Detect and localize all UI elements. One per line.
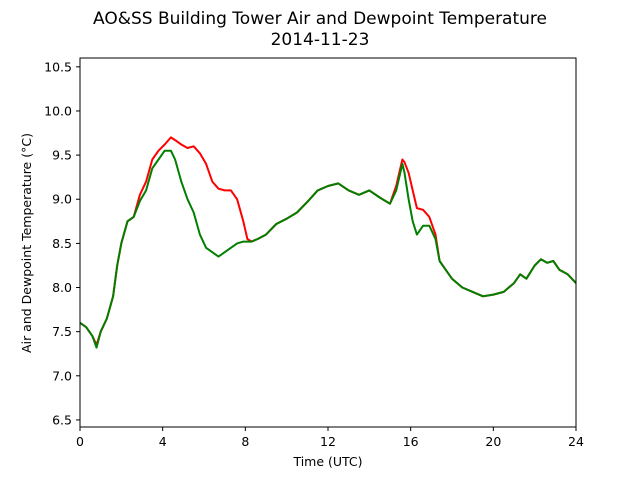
y-tick-label: 8.0 <box>52 280 72 295</box>
axes <box>79 57 577 428</box>
ticks: 0 4 8 12 16 20 24 6.5 7.0 7.5 8.0 8.5 9.0 9.5 10.0 10.5 <box>44 59 584 449</box>
y-axis-label: Air and Dewpoint Temperature (°C) <box>19 133 34 353</box>
y-tick-label: 10.0 <box>44 103 72 118</box>
y-tick-label: 9.0 <box>52 192 72 207</box>
x-tick-label: 0 <box>76 434 84 449</box>
y-tick-label: 10.5 <box>44 59 72 74</box>
plot-lines <box>80 136 576 349</box>
y-tick-label: 7.5 <box>52 324 72 339</box>
series-line-2 <box>80 149 576 349</box>
y-tick-label: 7.0 <box>52 368 72 383</box>
y-tick-label: 9.5 <box>52 148 72 163</box>
series-line-1 <box>80 136 576 346</box>
x-axis-label: Time (UTC) <box>292 454 362 469</box>
y-tick-label: 8.5 <box>52 236 72 251</box>
chart-title: AO&SS Building Tower Air and Dewpoint Te… <box>93 9 547 29</box>
axes-frame <box>79 57 577 428</box>
x-tick-label: 8 <box>241 434 249 449</box>
x-tick-label: 20 <box>485 434 501 449</box>
x-tick-label: 24 <box>568 434 584 449</box>
chart-subtitle: 2014-11-23 <box>271 30 370 50</box>
y-tick-label: 6.5 <box>52 412 72 427</box>
x-tick-label: 16 <box>403 434 419 449</box>
x-tick-label: 12 <box>320 434 336 449</box>
x-tick-label: 4 <box>159 434 167 449</box>
